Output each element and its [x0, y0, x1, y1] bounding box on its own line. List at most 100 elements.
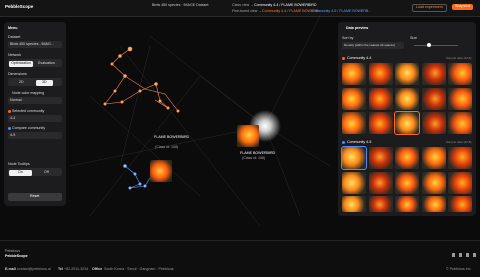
footer-label: Tel — [58, 267, 63, 271]
label: Selected community — [12, 109, 45, 113]
top-bar — [0, 0, 480, 17]
image-tile[interactable] — [421, 147, 446, 169]
node-label: FLAME BOWERBIRD — [154, 135, 190, 139]
dropdown[interactable] — [8, 41, 62, 48]
section-dot — [342, 141, 345, 144]
dropdown-value: Birds 450 species - IMAG... — [10, 42, 54, 46]
reset-button[interactable] — [8, 193, 62, 201]
menu-panel — [4, 22, 66, 206]
dataset-title: Birds 450 species · IMAGE Dataset — [152, 3, 209, 7]
network-graph — [69, 16, 331, 227]
dropdown[interactable] — [342, 42, 404, 49]
image-tile[interactable] — [421, 112, 446, 134]
dropdown[interactable] — [8, 132, 62, 139]
label: Sort by — [342, 36, 354, 40]
snapshot-button[interactable]: Snapshot — [452, 4, 474, 10]
node-label: FLAME BOWERBIRD — [240, 151, 276, 155]
image-tile[interactable] — [395, 171, 419, 194]
toggle-option[interactable]: Optimization — [9, 61, 33, 67]
image-tile[interactable] — [421, 87, 446, 110]
image-tile[interactable] — [421, 63, 446, 85]
load-button[interactable]: Load experiment — [412, 4, 447, 12]
image-tile[interactable] — [342, 171, 366, 194]
image-tile[interactable] — [421, 171, 446, 194]
image-tile[interactable] — [395, 147, 419, 169]
footer-brand: PebbleScope — [5, 254, 28, 258]
node-thumbnail[interactable] — [150, 160, 172, 182]
image-tile[interactable] — [342, 196, 366, 212]
slider-knob[interactable] — [427, 43, 431, 47]
preview-title: Data preview — [346, 26, 369, 30]
image-tile[interactable] — [395, 87, 419, 110]
label: Size — [410, 36, 417, 40]
size-slider[interactable] — [414, 45, 458, 46]
toggle-option[interactable]: Evaluation — [38, 61, 55, 65]
footer-brand-small: Pebblous — [5, 249, 20, 253]
class-view-label: Class view → — [232, 3, 254, 7]
image-tile[interactable] — [448, 196, 472, 212]
toggle — [8, 59, 62, 67]
toggle-option[interactable]: 2D — [19, 80, 24, 84]
section-dot — [342, 57, 345, 60]
image-tile[interactable] — [341, 146, 367, 170]
class-view-path: Community 4-4 / FLAME BOWERBIRD — [254, 3, 317, 7]
section-name: Community 4-4 — [347, 56, 372, 60]
section-note: Sample data (4/15) — [446, 140, 472, 144]
image-tile[interactable] — [368, 196, 393, 212]
image-tile[interactable] — [368, 171, 393, 194]
label: Dataset — [8, 35, 21, 39]
label: Network — [8, 53, 22, 57]
menu-title: Menu — [8, 26, 18, 30]
finetuned-path: Community 4-5 / FLAME BOWERB... — [312, 9, 372, 13]
toggle — [8, 168, 62, 176]
dropdown-value: Normal — [10, 98, 22, 102]
logo[interactable]: PebbleScope — [5, 4, 34, 9]
dropdown-value: 4-5 — [10, 133, 16, 137]
dropdown[interactable] — [8, 97, 62, 104]
image-tile[interactable] — [342, 63, 366, 85]
label: Dimensions — [8, 72, 27, 76]
toggle-option[interactable]: Off — [44, 170, 49, 174]
image-tile[interactable] — [368, 112, 393, 134]
image-tile[interactable] — [395, 63, 419, 85]
node-sublabel: (Class id: 108) — [155, 145, 179, 149]
label: Node color mapping — [12, 91, 45, 95]
footer-label: E-mail — [5, 267, 16, 271]
label: Compare community — [12, 126, 46, 130]
image-tile[interactable] — [448, 63, 472, 85]
footer-text: +82-2011-3234 — [64, 267, 89, 271]
image-tile[interactable] — [394, 111, 420, 135]
dropdown-value: Density (within the nearest db spaces) — [344, 43, 395, 47]
image-tile[interactable] — [421, 196, 446, 212]
toggle-option[interactable]: On — [9, 170, 32, 176]
image-tile[interactable] — [448, 147, 472, 169]
footer-copyright: © Pebblous Inc. — [446, 267, 472, 271]
section-name: Community 4-5 — [347, 140, 372, 144]
section-note: Sample data (4/15) — [446, 56, 472, 60]
image-tile[interactable] — [368, 63, 393, 85]
dropdown-value: 4-4 — [10, 116, 16, 120]
image-tile[interactable] — [342, 112, 366, 134]
dropdown[interactable] — [8, 115, 62, 122]
label: Node Tooltips — [8, 162, 30, 166]
image-tile[interactable] — [395, 196, 419, 212]
node-thumbnail[interactable] — [237, 125, 259, 147]
social-icons[interactable] — [452, 253, 476, 257]
image-tile[interactable] — [368, 87, 393, 110]
image-tile[interactable] — [448, 112, 472, 134]
node-sublabel: (Class id: 108) — [242, 156, 266, 160]
orange-dot — [8, 110, 11, 113]
image-tile[interactable] — [368, 147, 393, 169]
footer-text: contact@pebblous.ai — [17, 267, 51, 271]
toggle-option[interactable]: 3D — [36, 80, 53, 86]
footer-text: South Korea · Seoul · Gangnam · Pebblous — [104, 267, 174, 271]
reset-label: Reset — [30, 194, 40, 198]
footer — [0, 240, 480, 277]
finetuned-view-label: Fine-tuned view → — [232, 9, 262, 13]
finetuned-path: Community 4-4 / FLAME BOWERB... — [262, 9, 322, 13]
image-tile[interactable] — [342, 87, 366, 110]
blue-dot — [8, 127, 11, 130]
image-tile[interactable] — [448, 171, 472, 194]
image-tile[interactable] — [448, 87, 472, 110]
